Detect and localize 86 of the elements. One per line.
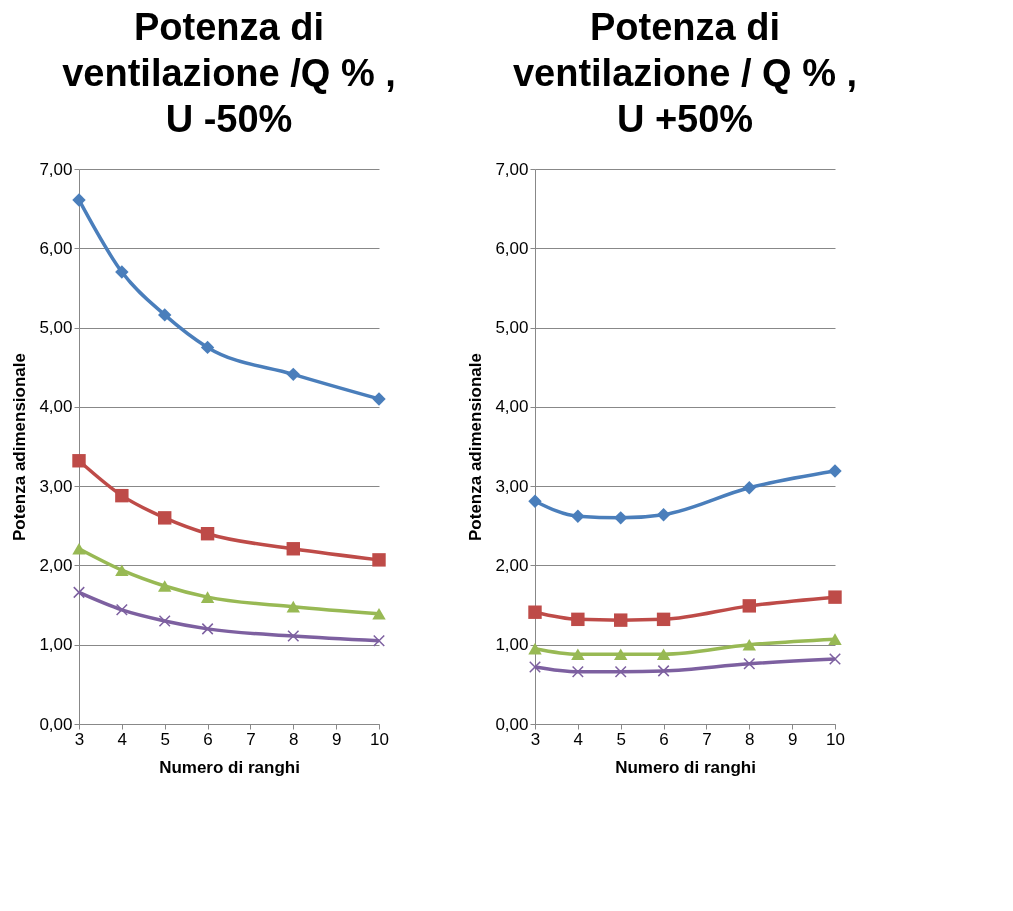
y-tick-label: 5,00 xyxy=(495,318,529,338)
point xyxy=(656,507,671,522)
x-tick-label: 3 xyxy=(530,729,541,749)
y-tick-label: 3,00 xyxy=(39,476,73,496)
point xyxy=(656,648,671,661)
y-tick-label: 7,00 xyxy=(39,159,73,179)
x-tick-label: 5 xyxy=(160,729,170,749)
point xyxy=(528,605,542,619)
y-tick-label: 6,00 xyxy=(495,238,529,258)
point xyxy=(373,634,385,647)
point xyxy=(528,494,542,508)
x-tick-label: 10 xyxy=(370,729,389,749)
point xyxy=(657,664,670,677)
point xyxy=(158,511,172,525)
point xyxy=(158,580,172,592)
point xyxy=(742,638,756,651)
point xyxy=(828,590,842,604)
point xyxy=(614,665,627,678)
x-tick-label: 7 xyxy=(702,729,712,749)
point xyxy=(287,630,300,642)
x-axis-title: Numero di ranghi xyxy=(159,757,300,777)
point xyxy=(829,652,841,665)
point xyxy=(115,265,129,279)
point xyxy=(200,591,215,603)
x-tick-label: 8 xyxy=(289,729,299,749)
point xyxy=(656,612,671,627)
point xyxy=(614,613,628,627)
point xyxy=(72,542,86,555)
point xyxy=(571,665,584,678)
y-axis-title: Potenza adimensionale xyxy=(466,353,486,541)
x-tick-label: 10 xyxy=(826,729,845,749)
y-tick-label: 6,00 xyxy=(39,238,73,258)
x-tick-label: 5 xyxy=(616,729,626,749)
y-tick-label: 4,00 xyxy=(39,397,73,417)
y-tick-label: 0,00 xyxy=(495,714,529,734)
x-axis-title: Numero di ranghi xyxy=(615,757,756,777)
point xyxy=(286,542,300,556)
point xyxy=(286,600,300,613)
x-tick-label: 9 xyxy=(787,729,798,749)
chart-title: Potenza di ventilazione /Q % , U -50% xyxy=(62,6,396,140)
point xyxy=(286,367,300,382)
point xyxy=(528,642,542,655)
x-tick-label: 4 xyxy=(573,729,584,749)
y-tick-label: 5,00 xyxy=(39,318,73,338)
y-tick-label: 1,00 xyxy=(495,635,529,655)
point xyxy=(201,622,214,635)
point xyxy=(73,586,85,599)
point xyxy=(372,392,386,406)
point xyxy=(158,614,171,627)
y-tick-label: 3,00 xyxy=(495,476,529,496)
point xyxy=(571,509,585,523)
y-tick-label: 4,00 xyxy=(495,397,529,417)
x-tick-label: 7 xyxy=(246,729,256,749)
point xyxy=(571,612,585,627)
point xyxy=(828,633,842,645)
y-tick-label: 1,00 xyxy=(39,635,73,655)
y-axis-title: Potenza adimensionale xyxy=(10,353,30,541)
point xyxy=(571,648,585,661)
point xyxy=(372,553,386,567)
x-tick-label: 8 xyxy=(745,729,755,749)
point xyxy=(372,607,386,620)
point xyxy=(115,564,129,576)
y-tick-label: 0,00 xyxy=(39,714,73,734)
point xyxy=(200,527,215,541)
point xyxy=(158,308,172,322)
y-tick-label: 2,00 xyxy=(495,555,529,575)
x-tick-label: 6 xyxy=(203,729,213,749)
y-tick-label: 2,00 xyxy=(39,555,73,575)
point xyxy=(742,599,756,613)
point xyxy=(72,454,86,468)
point xyxy=(614,648,628,661)
point xyxy=(200,340,215,355)
point xyxy=(742,481,756,495)
x-tick-label: 4 xyxy=(117,729,128,749)
chart-title: Potenza di ventilazione / Q % , U +50% xyxy=(512,6,858,140)
point xyxy=(743,657,756,670)
point xyxy=(614,511,628,525)
x-tick-label: 6 xyxy=(659,729,669,749)
point xyxy=(72,193,86,207)
x-tick-label: 9 xyxy=(331,729,342,749)
point xyxy=(115,603,128,616)
point xyxy=(828,464,842,478)
y-tick-label: 7,00 xyxy=(495,159,529,179)
point xyxy=(115,488,129,503)
point xyxy=(529,660,541,673)
x-tick-label: 3 xyxy=(74,729,85,749)
